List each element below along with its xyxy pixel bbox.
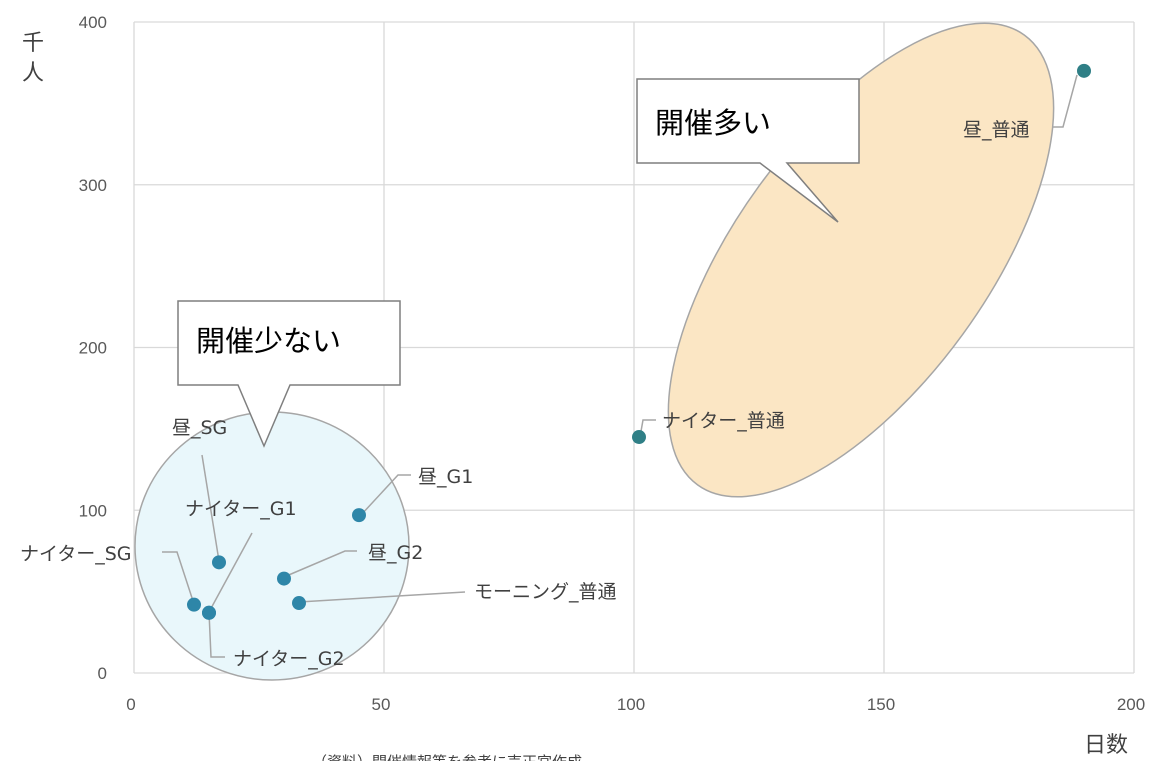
callout-many-events-text: 開催多い <box>655 106 771 140</box>
x-axis-label: 日数 <box>1084 733 1128 758</box>
y-tick-label: 100 <box>79 501 107 520</box>
callout-many-events <box>636 78 860 223</box>
data-point <box>202 605 216 620</box>
point-label-hiru-g2: 昼_G2 <box>368 542 423 564</box>
y-tick-label: 0 <box>98 664 107 683</box>
callout-few-events-text: 開催少ない <box>196 324 341 358</box>
x-tick-label: 200 <box>1117 695 1145 714</box>
source-note: （資料）開催情報等を参考に売正宮作成 <box>312 753 582 761</box>
x-tick-label: 50 <box>372 695 391 714</box>
point-label-hiru-futsu: 昼_普通 <box>963 119 1030 141</box>
data-point <box>632 430 646 445</box>
y-tick-label: 200 <box>79 339 107 358</box>
data-point <box>212 555 226 570</box>
y-tick-labels: 0 100 200 300 400 <box>79 13 107 683</box>
x-tick-label: 0 <box>126 695 135 714</box>
y-axis-label: 千 <box>22 31 44 56</box>
y-tick-label: 300 <box>79 176 107 195</box>
x-tick-label: 100 <box>617 695 645 714</box>
data-point <box>352 508 366 523</box>
point-label-hiru-sg: 昼_SG <box>172 417 227 439</box>
point-label-naita-g2: ナイター_G2 <box>233 648 345 670</box>
y-axis-label-2: 人 <box>22 61 44 86</box>
x-tick-label: 150 <box>867 695 895 714</box>
highlight-many-events <box>667 22 1055 498</box>
point-label-naita-sg: ナイター_SG <box>20 543 132 565</box>
point-label-naita-futsu: ナイター_普通 <box>662 410 785 432</box>
data-points <box>187 63 1091 620</box>
data-point <box>187 597 201 612</box>
data-point <box>277 571 291 586</box>
point-label-hiru-g1: 昼_G1 <box>418 466 473 488</box>
data-point <box>292 596 306 611</box>
data-point <box>1077 63 1091 78</box>
y-tick-label: 400 <box>79 13 107 32</box>
point-label-naita-g1: ナイター_G1 <box>185 498 297 520</box>
callout-few-events <box>177 300 401 448</box>
x-tick-labels: 0 50 100 150 200 <box>126 695 1145 714</box>
point-label-morning-futsu: モーニング_普通 <box>474 581 617 603</box>
